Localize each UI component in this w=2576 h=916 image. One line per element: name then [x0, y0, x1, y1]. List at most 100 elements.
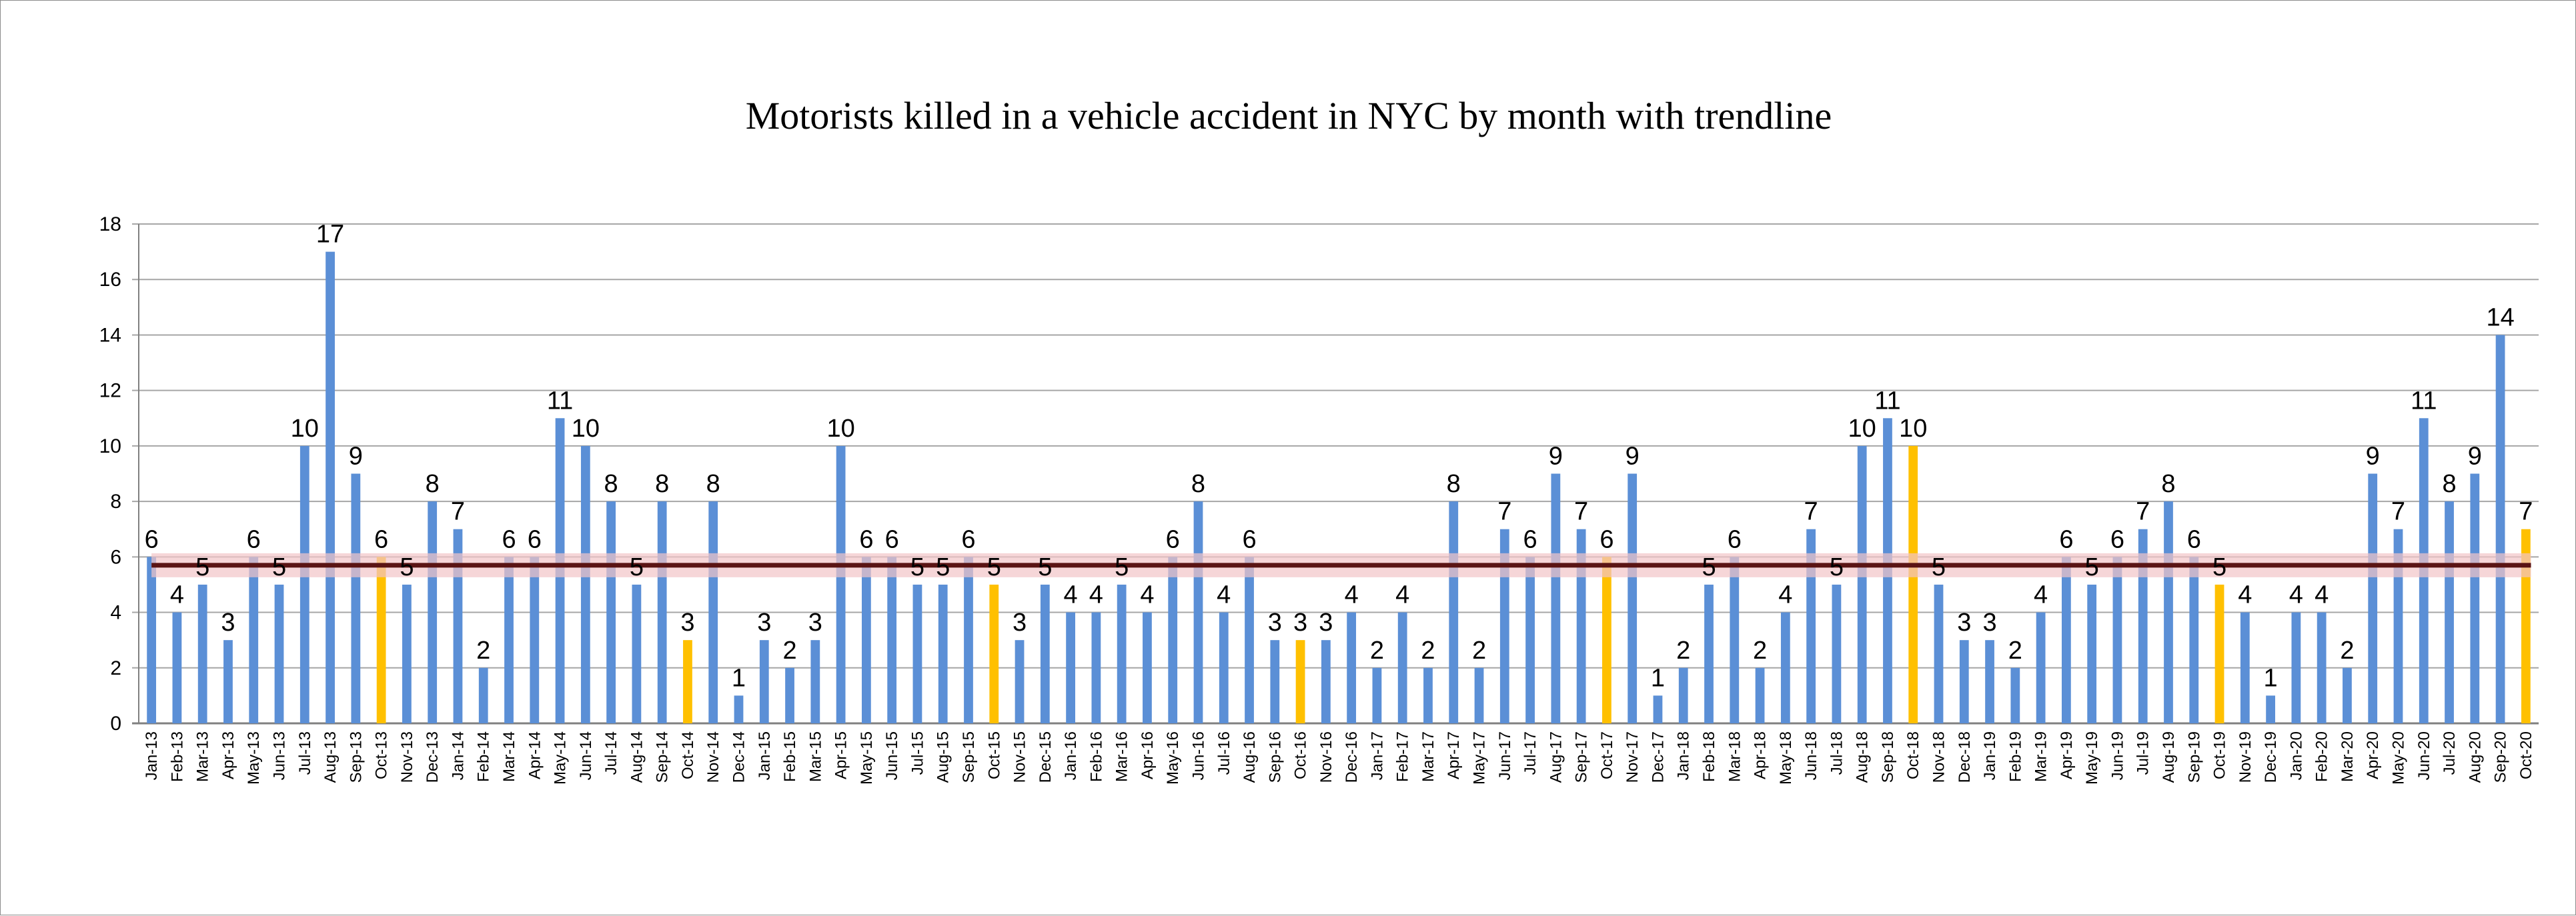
x-tick-label: Aug-16	[1241, 731, 1259, 783]
bar	[1959, 640, 1969, 723]
bar	[2138, 529, 2148, 723]
x-tick-label: Jan-19	[1981, 731, 1999, 780]
bar	[2112, 557, 2122, 723]
data-label: 8	[1447, 470, 1461, 498]
chart-title: Motorists killed in a vehicle accident i…	[746, 94, 1832, 137]
bar	[402, 584, 412, 723]
data-label: 4	[2289, 581, 2303, 609]
data-label: 6	[1728, 525, 1742, 553]
x-tick-label: Oct-17	[1598, 731, 1616, 779]
data-label: 1	[2264, 664, 2278, 692]
x-tick-label: Jan-18	[1675, 731, 1693, 780]
bar	[887, 557, 897, 723]
data-label: 10	[1899, 415, 1927, 443]
y-tick-label: 8	[110, 491, 121, 513]
x-tick-label: Jun-16	[1189, 731, 1207, 780]
data-label: 8	[655, 470, 669, 498]
data-label: 6	[2059, 525, 2073, 553]
bar	[1551, 473, 1561, 723]
data-label: 4	[1395, 581, 1409, 609]
x-tick-label: Jun-19	[2108, 731, 2126, 780]
y-tick-label: 4	[110, 602, 121, 624]
bar	[1040, 584, 1050, 723]
data-label: 3	[1982, 609, 1996, 637]
x-tick-label: Aug-14	[628, 731, 646, 783]
x-tick-label: Feb-16	[1087, 731, 1105, 782]
data-label: 3	[1293, 609, 1307, 637]
x-tick-label: Jul-14	[602, 731, 620, 775]
bar	[504, 557, 514, 723]
data-label: 6	[528, 525, 542, 553]
bar	[1219, 612, 1229, 723]
bar	[1474, 667, 1484, 723]
data-label: 3	[1957, 609, 1971, 637]
bar	[2470, 473, 2480, 723]
x-tick-label: Dec-14	[730, 731, 748, 783]
bar	[453, 529, 463, 723]
bar	[1372, 667, 1382, 723]
y-tick-label: 16	[99, 269, 121, 291]
bar	[759, 640, 769, 723]
data-label: 3	[808, 609, 822, 637]
x-tick-label: Oct-19	[2211, 731, 2229, 779]
data-label: 5	[630, 553, 644, 581]
data-label: 1	[732, 664, 746, 692]
x-tick-label: Mar-14	[500, 731, 518, 782]
data-label: 2	[1676, 637, 1690, 665]
x-tick-label: Feb-20	[2313, 731, 2331, 782]
data-label: 10	[572, 415, 600, 443]
data-label: 6	[1599, 525, 1614, 553]
data-label: 6	[247, 525, 261, 553]
x-tick-label: Sep-15	[960, 731, 978, 783]
x-tick-label: Nov-15	[1011, 731, 1029, 783]
bar	[478, 667, 488, 723]
data-label: 6	[1523, 525, 1537, 553]
bar	[2393, 529, 2403, 723]
bar	[1653, 695, 1663, 723]
bar	[299, 445, 309, 723]
bar	[1755, 667, 1765, 723]
data-label: 6	[1242, 525, 1256, 553]
bar	[632, 584, 642, 723]
bar	[376, 557, 386, 723]
data-label: 4	[1089, 581, 1103, 609]
data-label: 2	[1753, 637, 1767, 665]
bar	[1985, 640, 1994, 723]
bar	[197, 584, 207, 723]
bar	[708, 501, 718, 723]
data-label: 5	[400, 553, 414, 581]
bar	[1117, 584, 1127, 723]
bar	[657, 501, 667, 723]
bar	[1295, 640, 1305, 723]
bar	[1704, 584, 1714, 723]
x-tick-label: Jul-18	[1828, 731, 1846, 775]
data-label: 8	[2442, 470, 2456, 498]
x-tick-label: Jun-18	[1802, 731, 1820, 780]
bar	[734, 695, 744, 723]
data-label: 17	[316, 221, 344, 249]
data-label: 3	[1013, 609, 1027, 637]
y-tick-label: 2	[110, 657, 121, 679]
x-tick-label: Mar-16	[1113, 731, 1131, 782]
data-label: 11	[1874, 387, 1900, 415]
x-tick-label: May-20	[2389, 731, 2407, 785]
x-tick-label: Feb-19	[2006, 731, 2024, 782]
data-label: 2	[1472, 637, 1486, 665]
data-label: 6	[885, 525, 899, 553]
bar	[606, 501, 616, 723]
x-tick-label: May-16	[1164, 731, 1182, 785]
data-label: 2	[1421, 637, 1435, 665]
bar	[223, 640, 233, 723]
data-label: 3	[1268, 609, 1282, 637]
x-tick-label: May-14	[552, 731, 570, 785]
data-label: 9	[2366, 443, 2380, 471]
bar	[1602, 557, 1612, 723]
x-tick-label: Nov-18	[1930, 731, 1948, 783]
data-label: 2	[1370, 637, 1384, 665]
x-axis-ticks: Jan-13 Feb-13 Mar-13 Apr-13 May-13 Jun-13 Jul-…	[143, 731, 2535, 785]
data-label: 7	[451, 498, 465, 526]
x-tick-label: Jun-20	[2415, 731, 2433, 780]
bar	[989, 584, 999, 723]
data-label: 5	[1932, 553, 1946, 581]
bar	[147, 557, 157, 723]
